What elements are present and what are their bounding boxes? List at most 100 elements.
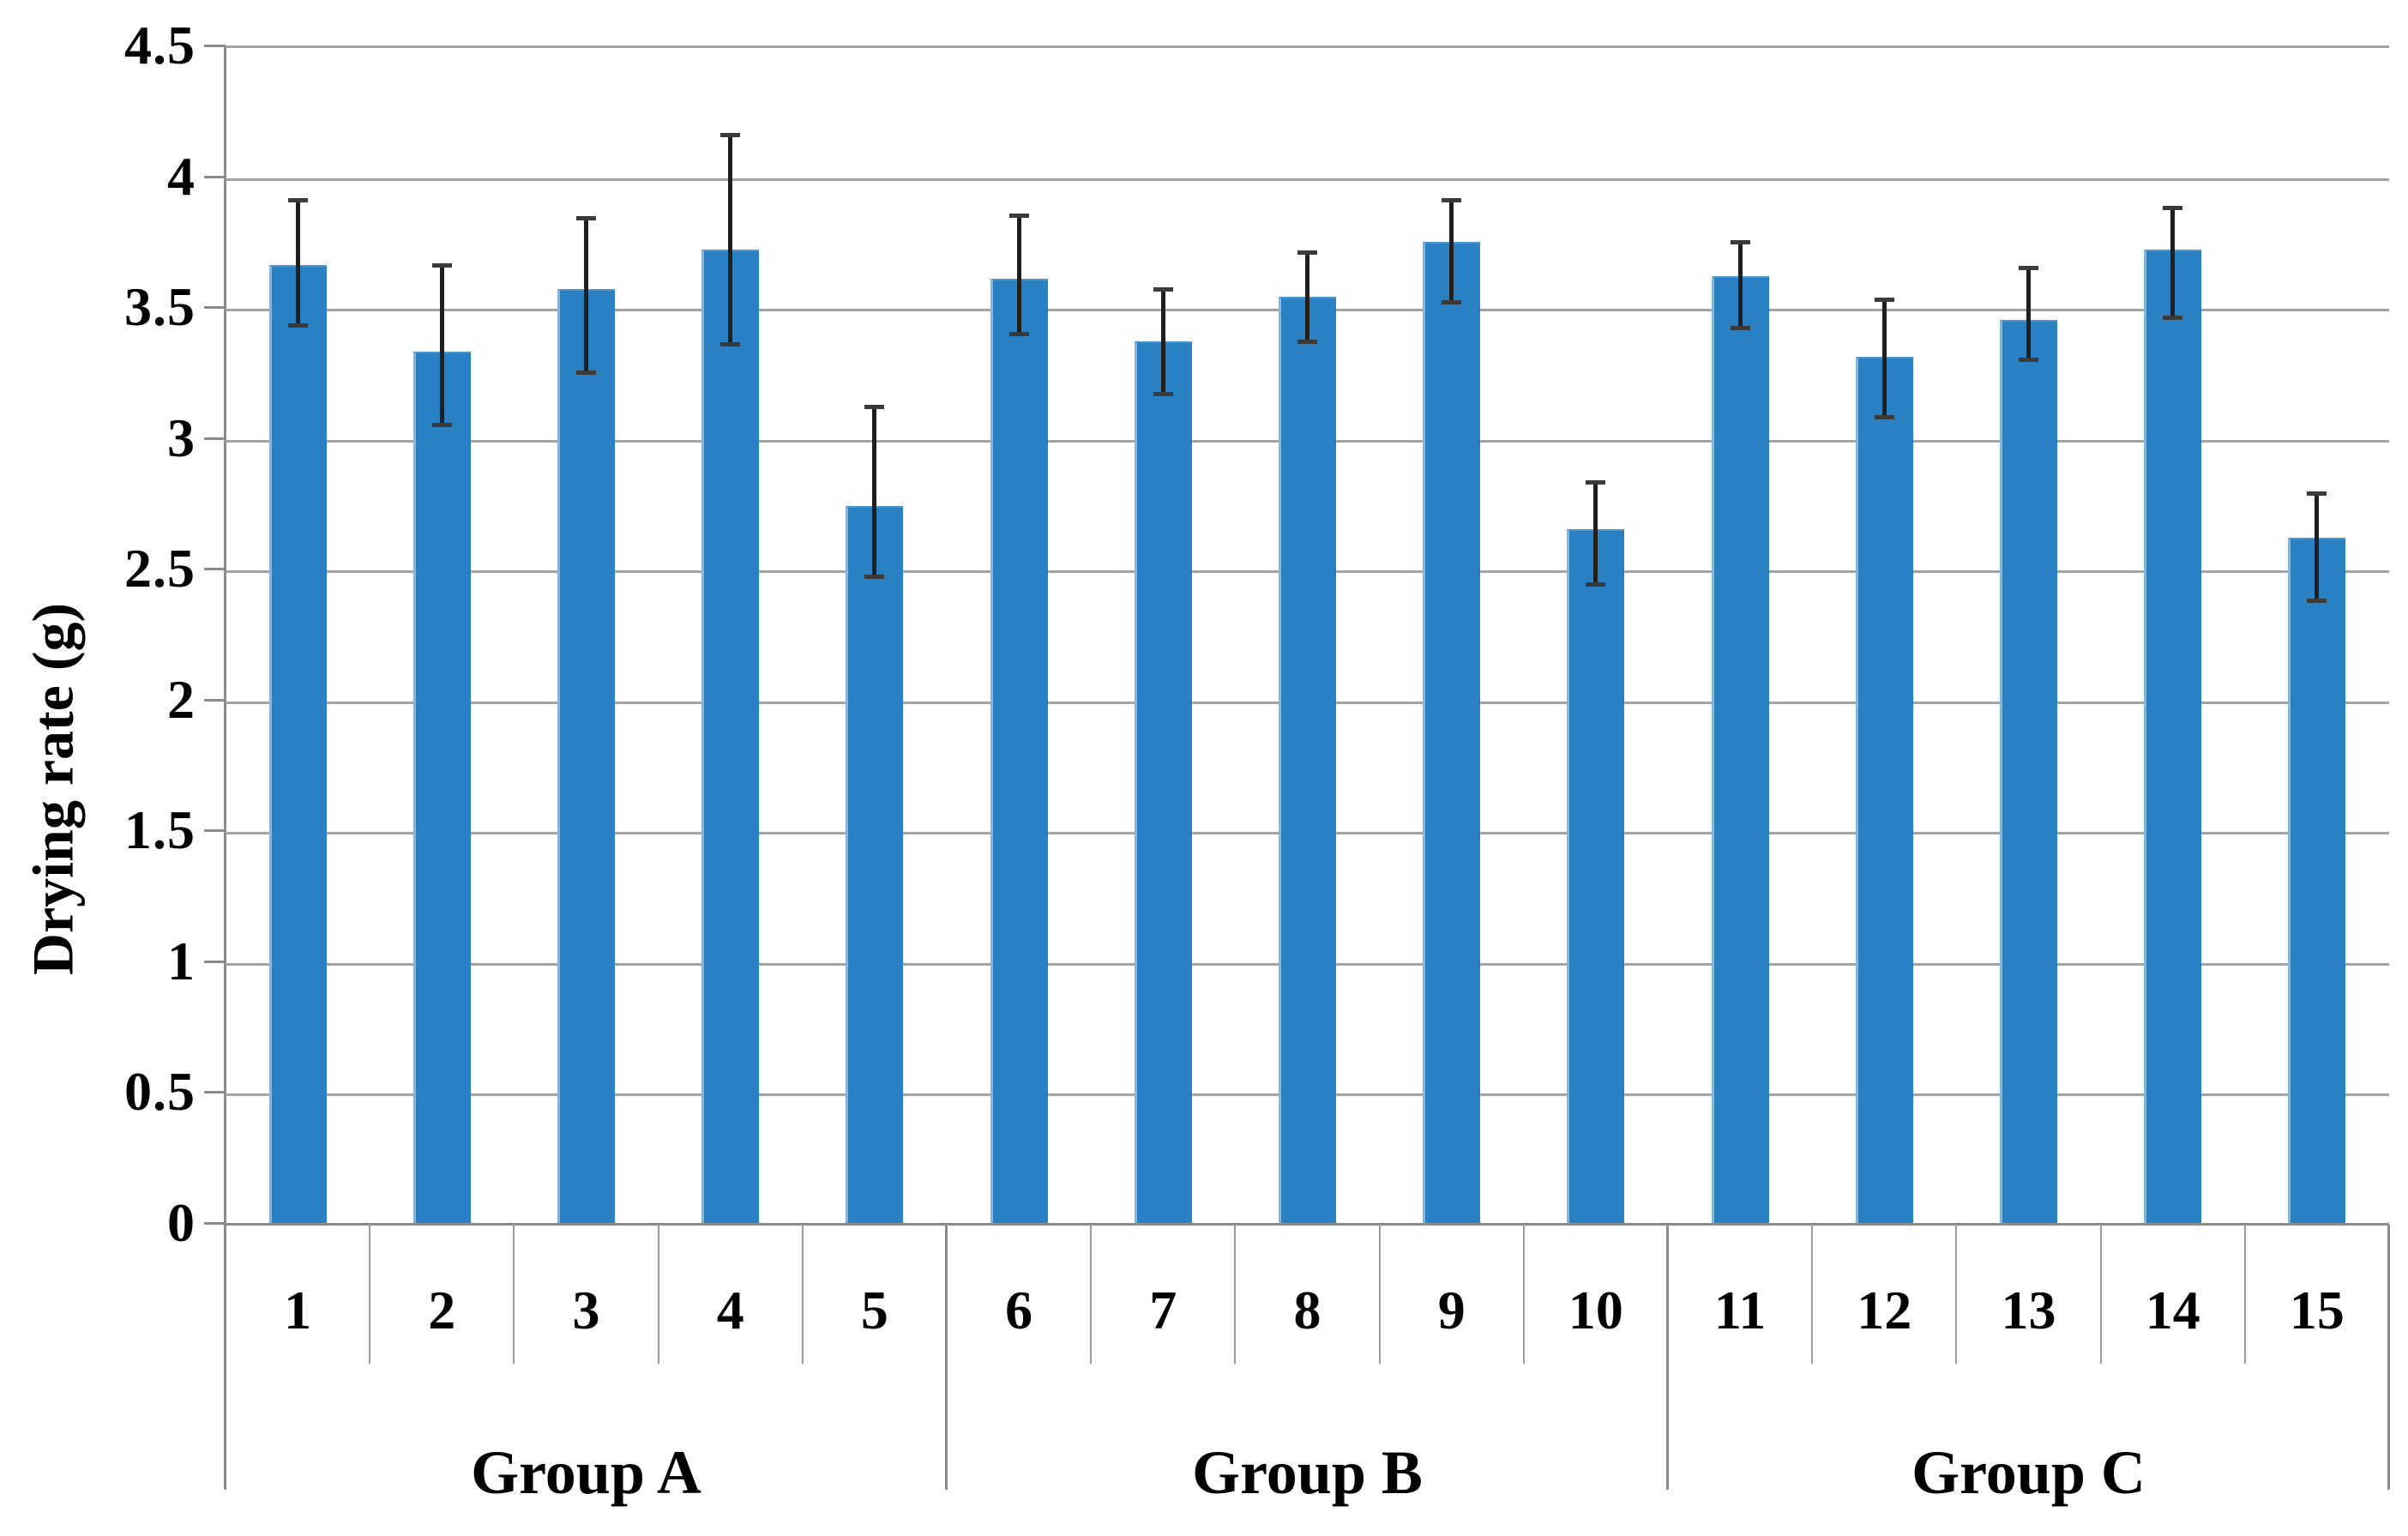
y-axis-tick [204, 175, 226, 178]
error-bar-cap-bottom [1730, 326, 1750, 331]
error-bar [872, 407, 877, 577]
error-bar-cap-top [1442, 197, 1462, 202]
error-bar [1737, 241, 1743, 328]
y-axis-tick [204, 1222, 226, 1225]
y-axis-tick [204, 698, 226, 702]
category-separator [1811, 1225, 1814, 1364]
error-bar [439, 265, 444, 425]
x-tick-label: 8 [1293, 1280, 1321, 1340]
y-axis-title: Drying rate (g) [20, 602, 86, 976]
y-axis-tick [204, 568, 226, 571]
group-separator [2387, 1225, 2390, 1490]
x-tick-label: 3 [572, 1280, 600, 1340]
y-tick-label: 3 [167, 407, 196, 468]
error-bar-cap-bottom [720, 341, 741, 346]
category-separator [1522, 1225, 1525, 1364]
bar [557, 288, 615, 1223]
x-tick-label: 5 [860, 1280, 888, 1340]
category-separator [2099, 1225, 2102, 1364]
error-bar-cap-bottom [864, 575, 885, 580]
error-bar-cap-top [1586, 480, 1606, 485]
y-axis-tick [204, 437, 226, 440]
error-bar [295, 199, 300, 326]
x-tick-label: 11 [1713, 1280, 1767, 1340]
group-label: Group C [1911, 1438, 2146, 1507]
bar [1567, 529, 1625, 1223]
bar [2144, 250, 2202, 1223]
group-separator [945, 1225, 948, 1490]
y-tick-label: 3.5 [124, 276, 196, 338]
bar [1134, 340, 1192, 1223]
gridline [226, 178, 2389, 181]
error-bar-cap-bottom [576, 370, 596, 376]
error-bar [728, 134, 733, 344]
y-tick-label: 4 [167, 145, 196, 207]
error-bar [1449, 199, 1454, 302]
y-tick-label: 2.5 [124, 538, 196, 599]
x-tick-label: 2 [428, 1280, 456, 1340]
x-tick-label: 7 [1149, 1280, 1177, 1340]
bar [701, 250, 760, 1223]
error-bar-cap-bottom [1442, 299, 1462, 304]
plot-area [226, 45, 2389, 1223]
error-bar [1305, 251, 1309, 341]
bar [1423, 241, 1481, 1223]
category-separator [513, 1225, 515, 1364]
y-tick-label: 4.5 [124, 15, 196, 75]
error-bar [584, 218, 588, 373]
error-bar [1593, 482, 1598, 585]
y-axis-tick [204, 1091, 226, 1094]
y-axis-tick [204, 829, 226, 833]
error-bar [1881, 298, 1887, 418]
error-bar-cap-bottom [2307, 598, 2327, 603]
x-axis-line [226, 1223, 2389, 1226]
y-tick-label: 1.5 [124, 799, 196, 861]
x-tick-label: 4 [716, 1280, 744, 1340]
y-tick-label: 0.5 [124, 1061, 196, 1123]
bar [1279, 296, 1336, 1223]
error-bar-cap-bottom [2019, 358, 2038, 363]
y-axis-tick [204, 45, 226, 47]
error-bar-cap-top [2019, 266, 2038, 271]
group-label: Group A [471, 1438, 701, 1507]
error-bar-cap-bottom [1586, 582, 1606, 587]
error-bar-cap-top [720, 132, 741, 137]
category-separator [369, 1225, 371, 1364]
bar [2000, 320, 2057, 1223]
x-tick-label: 14 [2145, 1280, 2200, 1340]
error-bar [1016, 215, 1021, 334]
x-tick-label: 15 [2289, 1280, 2345, 1340]
x-tick-label: 6 [1005, 1280, 1033, 1340]
y-axis-tick [204, 306, 226, 310]
group-separator [1666, 1225, 1669, 1490]
bar [846, 506, 904, 1223]
error-bar-cap-top [1730, 239, 1750, 244]
category-separator [801, 1225, 804, 1364]
x-tick-label: 13 [2001, 1280, 2056, 1340]
error-bar-cap-top [864, 405, 885, 409]
error-bar-cap-top [1297, 250, 1317, 255]
bar [1855, 357, 1913, 1223]
error-bar-cap-top [2307, 491, 2327, 496]
error-bar-cap-bottom [1153, 391, 1173, 396]
error-bar-cap-top [2163, 206, 2183, 211]
y-tick-label: 0 [167, 1192, 196, 1253]
y-tick-label: 2 [167, 668, 196, 730]
y-axis-line [224, 45, 226, 1490]
error-bar-cap-bottom [1008, 331, 1029, 336]
error-bar-cap-top [287, 197, 308, 202]
category-separator [657, 1225, 659, 1364]
error-bar [1160, 288, 1165, 394]
category-separator [1378, 1225, 1381, 1364]
group-label: Group B [1192, 1438, 1423, 1507]
error-bar-cap-bottom [287, 323, 308, 328]
bar [1711, 275, 1769, 1223]
error-bar-cap-bottom [1874, 415, 1894, 420]
bar [268, 265, 327, 1223]
error-bar-cap-top [1008, 214, 1029, 219]
error-bar-cap-top [1153, 286, 1173, 292]
error-bar-cap-bottom [431, 423, 452, 428]
bar [2288, 537, 2346, 1223]
category-separator [1234, 1225, 1237, 1364]
error-bar-cap-bottom [1297, 339, 1317, 344]
